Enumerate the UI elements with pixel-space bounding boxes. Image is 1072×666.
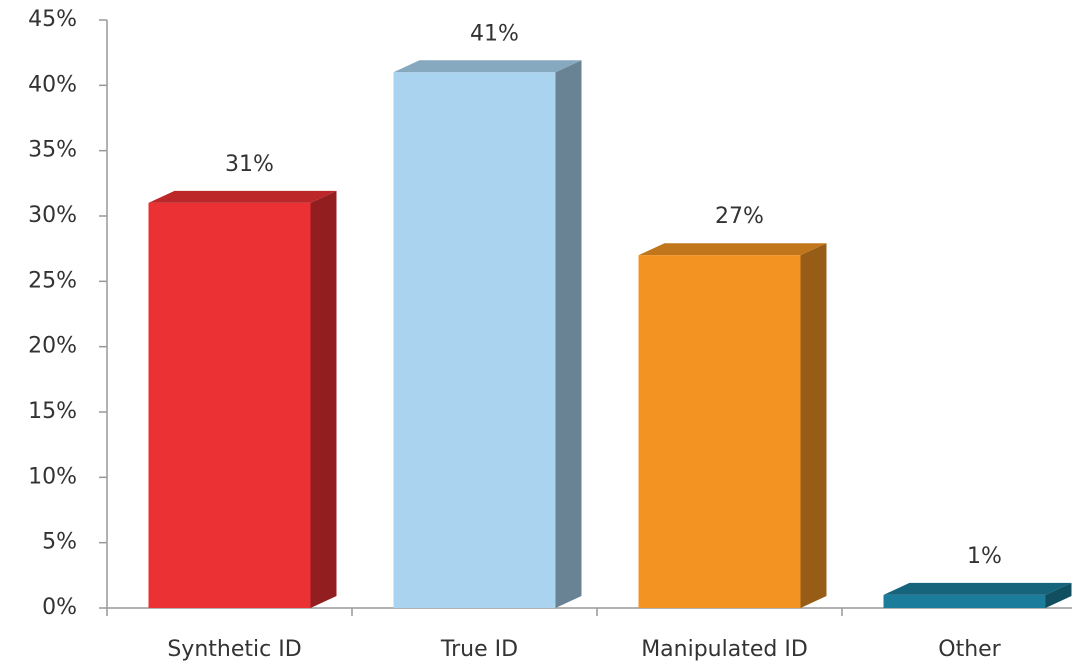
bar-side (800, 243, 827, 608)
x-tick-label: True ID (440, 637, 518, 662)
data-label: 31% (225, 152, 274, 177)
x-tick-label: Synthetic ID (167, 637, 301, 662)
y-tick-label: 0% (42, 595, 77, 620)
y-tick-label: 45% (28, 7, 77, 32)
data-label: 27% (715, 204, 764, 229)
y-tick-label: 30% (28, 203, 77, 228)
y-tick-label: 20% (28, 334, 77, 359)
y-tick-label: 15% (28, 399, 77, 424)
y-tick-label: 25% (28, 268, 77, 293)
bar-top (148, 190, 337, 203)
y-tick-label: 5% (42, 530, 77, 555)
bar-side (1045, 582, 1072, 608)
x-tick-label: Manipulated ID (641, 637, 808, 662)
bar (638, 255, 801, 608)
y-tick-label: 35% (28, 138, 77, 163)
bar-side (310, 190, 337, 608)
data-label: 41% (470, 21, 519, 46)
y-tick-label: 10% (28, 464, 77, 489)
data-label: 1% (967, 544, 1002, 569)
y-tick-label: 40% (28, 72, 77, 97)
bar-top (393, 60, 582, 73)
bar-side (555, 60, 582, 609)
bar-top (638, 243, 827, 256)
bar (393, 72, 556, 609)
bar-top (883, 582, 1072, 595)
x-tick-label: Other (938, 637, 1001, 662)
bar (883, 594, 1046, 608)
bar (148, 202, 311, 608)
